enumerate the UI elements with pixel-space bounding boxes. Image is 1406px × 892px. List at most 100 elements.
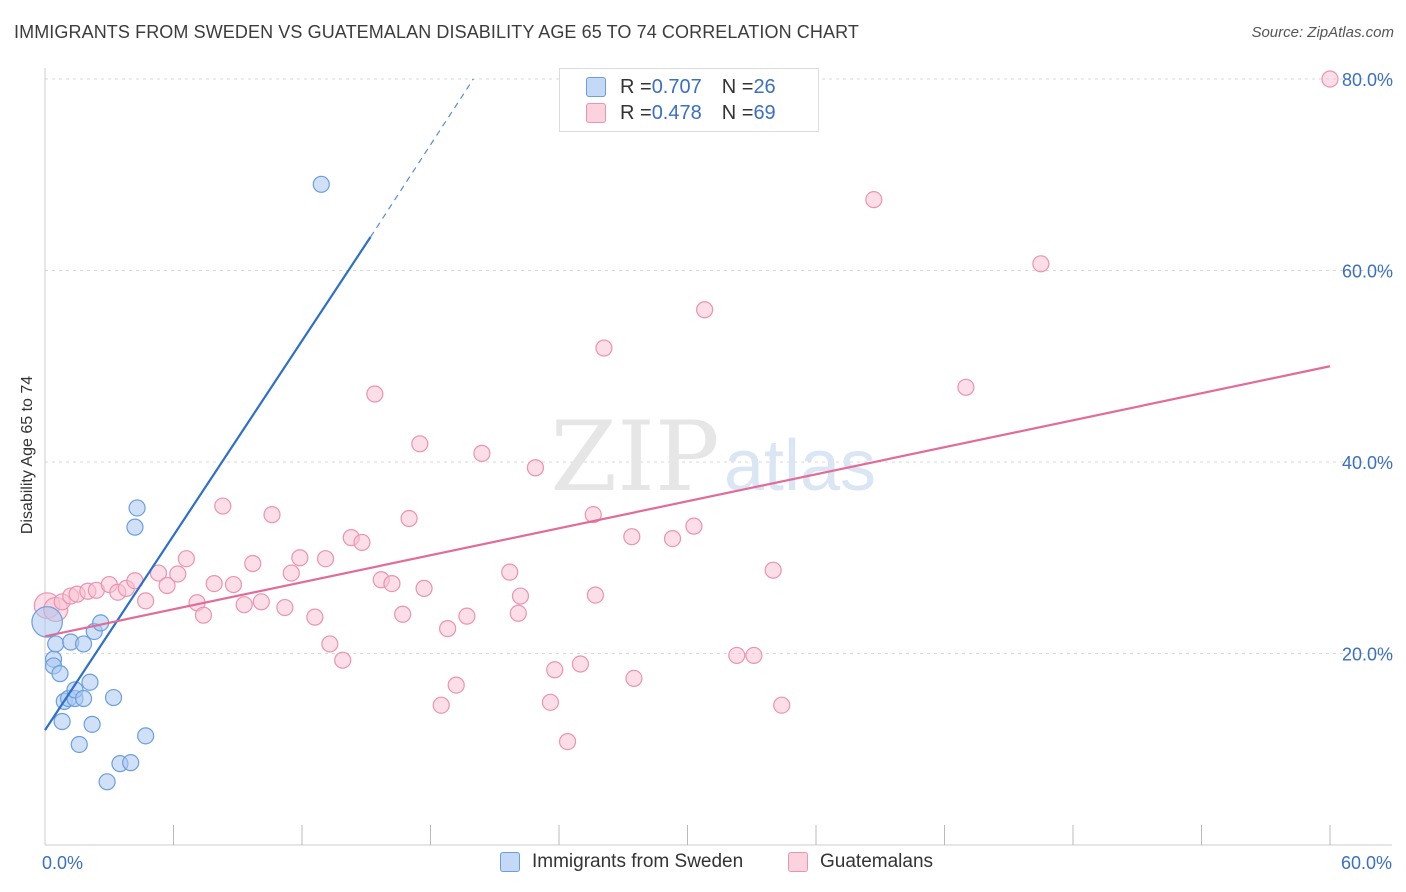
guatemalans-point — [316, 550, 335, 568]
guatemalans-point — [334, 651, 352, 669]
guatemalans-point — [291, 549, 309, 567]
guatemalans-point — [394, 605, 412, 623]
legend-row-guatemalans: R = 0.478 N = 69 — [586, 101, 776, 125]
source-label: Source: ZipAtlas.com — [1251, 24, 1394, 41]
guatemalans-point — [623, 528, 641, 546]
sweden-point — [74, 635, 93, 653]
guatemalans-point — [353, 533, 371, 552]
guatemalans-point — [571, 655, 590, 673]
legend-r-label: R = — [620, 101, 652, 124]
guatemalans-point — [235, 596, 253, 614]
legend-swatch-blue-icon — [586, 77, 606, 97]
sweden-point — [81, 673, 99, 691]
sweden-point — [128, 499, 146, 517]
guatemalans-point — [205, 575, 223, 593]
guatemalans-point — [214, 497, 232, 515]
bottom-legend-blue-icon — [500, 852, 520, 872]
guatemalans-point — [663, 529, 682, 548]
sweden-point — [122, 754, 140, 772]
guatemalans-point — [149, 564, 168, 582]
guatemalans-point — [458, 607, 476, 625]
guatemalans-point — [685, 517, 703, 535]
guatemalans-point — [473, 444, 491, 462]
guatemalans-point — [276, 598, 294, 617]
guatemalans-point — [501, 563, 519, 581]
guatemalans-point — [244, 554, 262, 573]
sweden-point — [53, 712, 71, 731]
guatemalans-point — [306, 608, 324, 626]
sweden-point — [31, 606, 63, 638]
sweden-point — [51, 665, 69, 683]
guatemalans-point — [366, 385, 384, 403]
axes — [44, 68, 1392, 846]
guatemalans-point — [526, 459, 545, 477]
sweden-trend-extension — [370, 78, 474, 238]
guatemalans-point — [1032, 255, 1050, 273]
guatemalans-point — [511, 587, 530, 605]
sweden-point — [83, 715, 101, 733]
y-tick-labels: 20.0% 40.0% 60.0% 80.0% — [1342, 70, 1393, 665]
y-tick-label: 20.0% — [1342, 645, 1393, 665]
bottom-legend-sweden-label: Immigrants from Sweden — [532, 851, 744, 872]
legend-swatch-pink-icon — [586, 103, 606, 123]
guatemalans-point — [411, 435, 429, 453]
guatemalans-point — [263, 506, 281, 524]
legend-n-label: N = — [721, 101, 754, 124]
guatemalans-point — [558, 732, 577, 751]
guatemalans-trend-line — [44, 365, 1331, 638]
guatemalans-point — [383, 575, 401, 593]
sweden-point — [70, 735, 88, 754]
watermark-zip: ZIP — [550, 401, 719, 513]
guatemalans-point — [957, 378, 975, 396]
gridlines — [45, 78, 1392, 654]
sweden-point — [74, 689, 93, 708]
guatemalans-point — [282, 564, 300, 582]
sweden-point — [137, 727, 155, 745]
sweden-point — [98, 773, 116, 791]
sweden-point — [312, 175, 330, 193]
x-tick-label-max: 60.0% — [1340, 853, 1392, 873]
guatemalans-point — [158, 576, 176, 595]
guatemalans-point — [400, 509, 418, 528]
guatemalans-point — [546, 661, 564, 679]
guatemalans-point — [177, 550, 195, 568]
guatemalans-point — [415, 579, 433, 597]
guatemalans-point — [432, 696, 450, 714]
guatemalans-point — [696, 301, 714, 319]
guatemalans-point — [745, 646, 763, 665]
guatemalans-point — [194, 606, 213, 624]
guatemalans-point — [252, 593, 270, 611]
guatemalans-point — [625, 669, 643, 687]
guatemalans-point — [509, 604, 527, 622]
sweden-point — [47, 635, 65, 653]
legend-n-label: N = — [721, 75, 754, 98]
guatemalans-point — [595, 339, 613, 357]
sweden-point — [104, 688, 123, 707]
guatemalans-point — [1321, 70, 1339, 88]
guatemalans-point — [764, 561, 782, 579]
guatemalans-point — [584, 506, 602, 524]
legend-r-label: R = — [620, 75, 652, 98]
guatemalans-point — [773, 696, 791, 714]
guatemalans-point — [586, 586, 605, 604]
y-tick-label: 40.0% — [1342, 453, 1393, 473]
guatemalans-point — [321, 635, 339, 653]
bottom-legend-sweden: Immigrants from Sweden — [500, 851, 743, 873]
guatemalans-point — [728, 646, 746, 665]
chart-title: IMMIGRANTS FROM SWEDEN VS GUATEMALAN DIS… — [14, 22, 859, 42]
guatemalans-point — [447, 676, 465, 694]
sweden-trend-line — [44, 236, 372, 731]
legend-row-sweden: R = 0.707 N = 26 — [586, 75, 776, 99]
legend-r-value: 0.707 — [651, 75, 702, 98]
sweden-point — [126, 518, 144, 536]
y-tick-label: 80.0% — [1342, 70, 1393, 90]
guatemalans-points — [33, 70, 1339, 751]
guatemalans-point — [541, 693, 560, 711]
legend-r-value: 0.478 — [651, 101, 702, 124]
sweden-points — [31, 175, 330, 791]
guatemalans-point — [865, 191, 883, 209]
guatemalans-point — [439, 620, 457, 638]
guatemalans-point — [224, 575, 243, 594]
correlation-legend: R = 0.707 N = 26 R = 0.478 N = 69 — [559, 68, 819, 132]
